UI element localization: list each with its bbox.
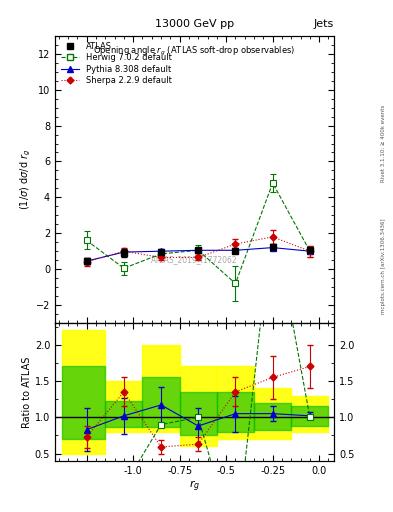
Y-axis label: $(1/\sigma)\ \mathrm{d}\sigma/\mathrm{d}\ r_g$: $(1/\sigma)\ \mathrm{d}\sigma/\mathrm{d}… xyxy=(18,148,33,210)
Y-axis label: Ratio to ATLAS: Ratio to ATLAS xyxy=(22,356,32,428)
Text: ATLAS_2019_I1772062: ATLAS_2019_I1772062 xyxy=(151,255,238,264)
Legend: ATLAS, Herwig 7.0.2 default, Pythia 8.308 default, Sherpa 2.2.9 default: ATLAS, Herwig 7.0.2 default, Pythia 8.30… xyxy=(59,40,173,87)
Text: 13000 GeV pp: 13000 GeV pp xyxy=(155,18,234,29)
X-axis label: $r_g$: $r_g$ xyxy=(189,478,200,494)
Text: Rivet 3.1.10; ≥ 400k events: Rivet 3.1.10; ≥ 400k events xyxy=(381,105,386,182)
Text: mcplots.cern.ch [arXiv:1306.3436]: mcplots.cern.ch [arXiv:1306.3436] xyxy=(381,219,386,314)
Text: Opening angle $r_g$ (ATLAS soft-drop observables): Opening angle $r_g$ (ATLAS soft-drop obs… xyxy=(94,45,296,57)
Text: Jets: Jets xyxy=(314,18,334,29)
